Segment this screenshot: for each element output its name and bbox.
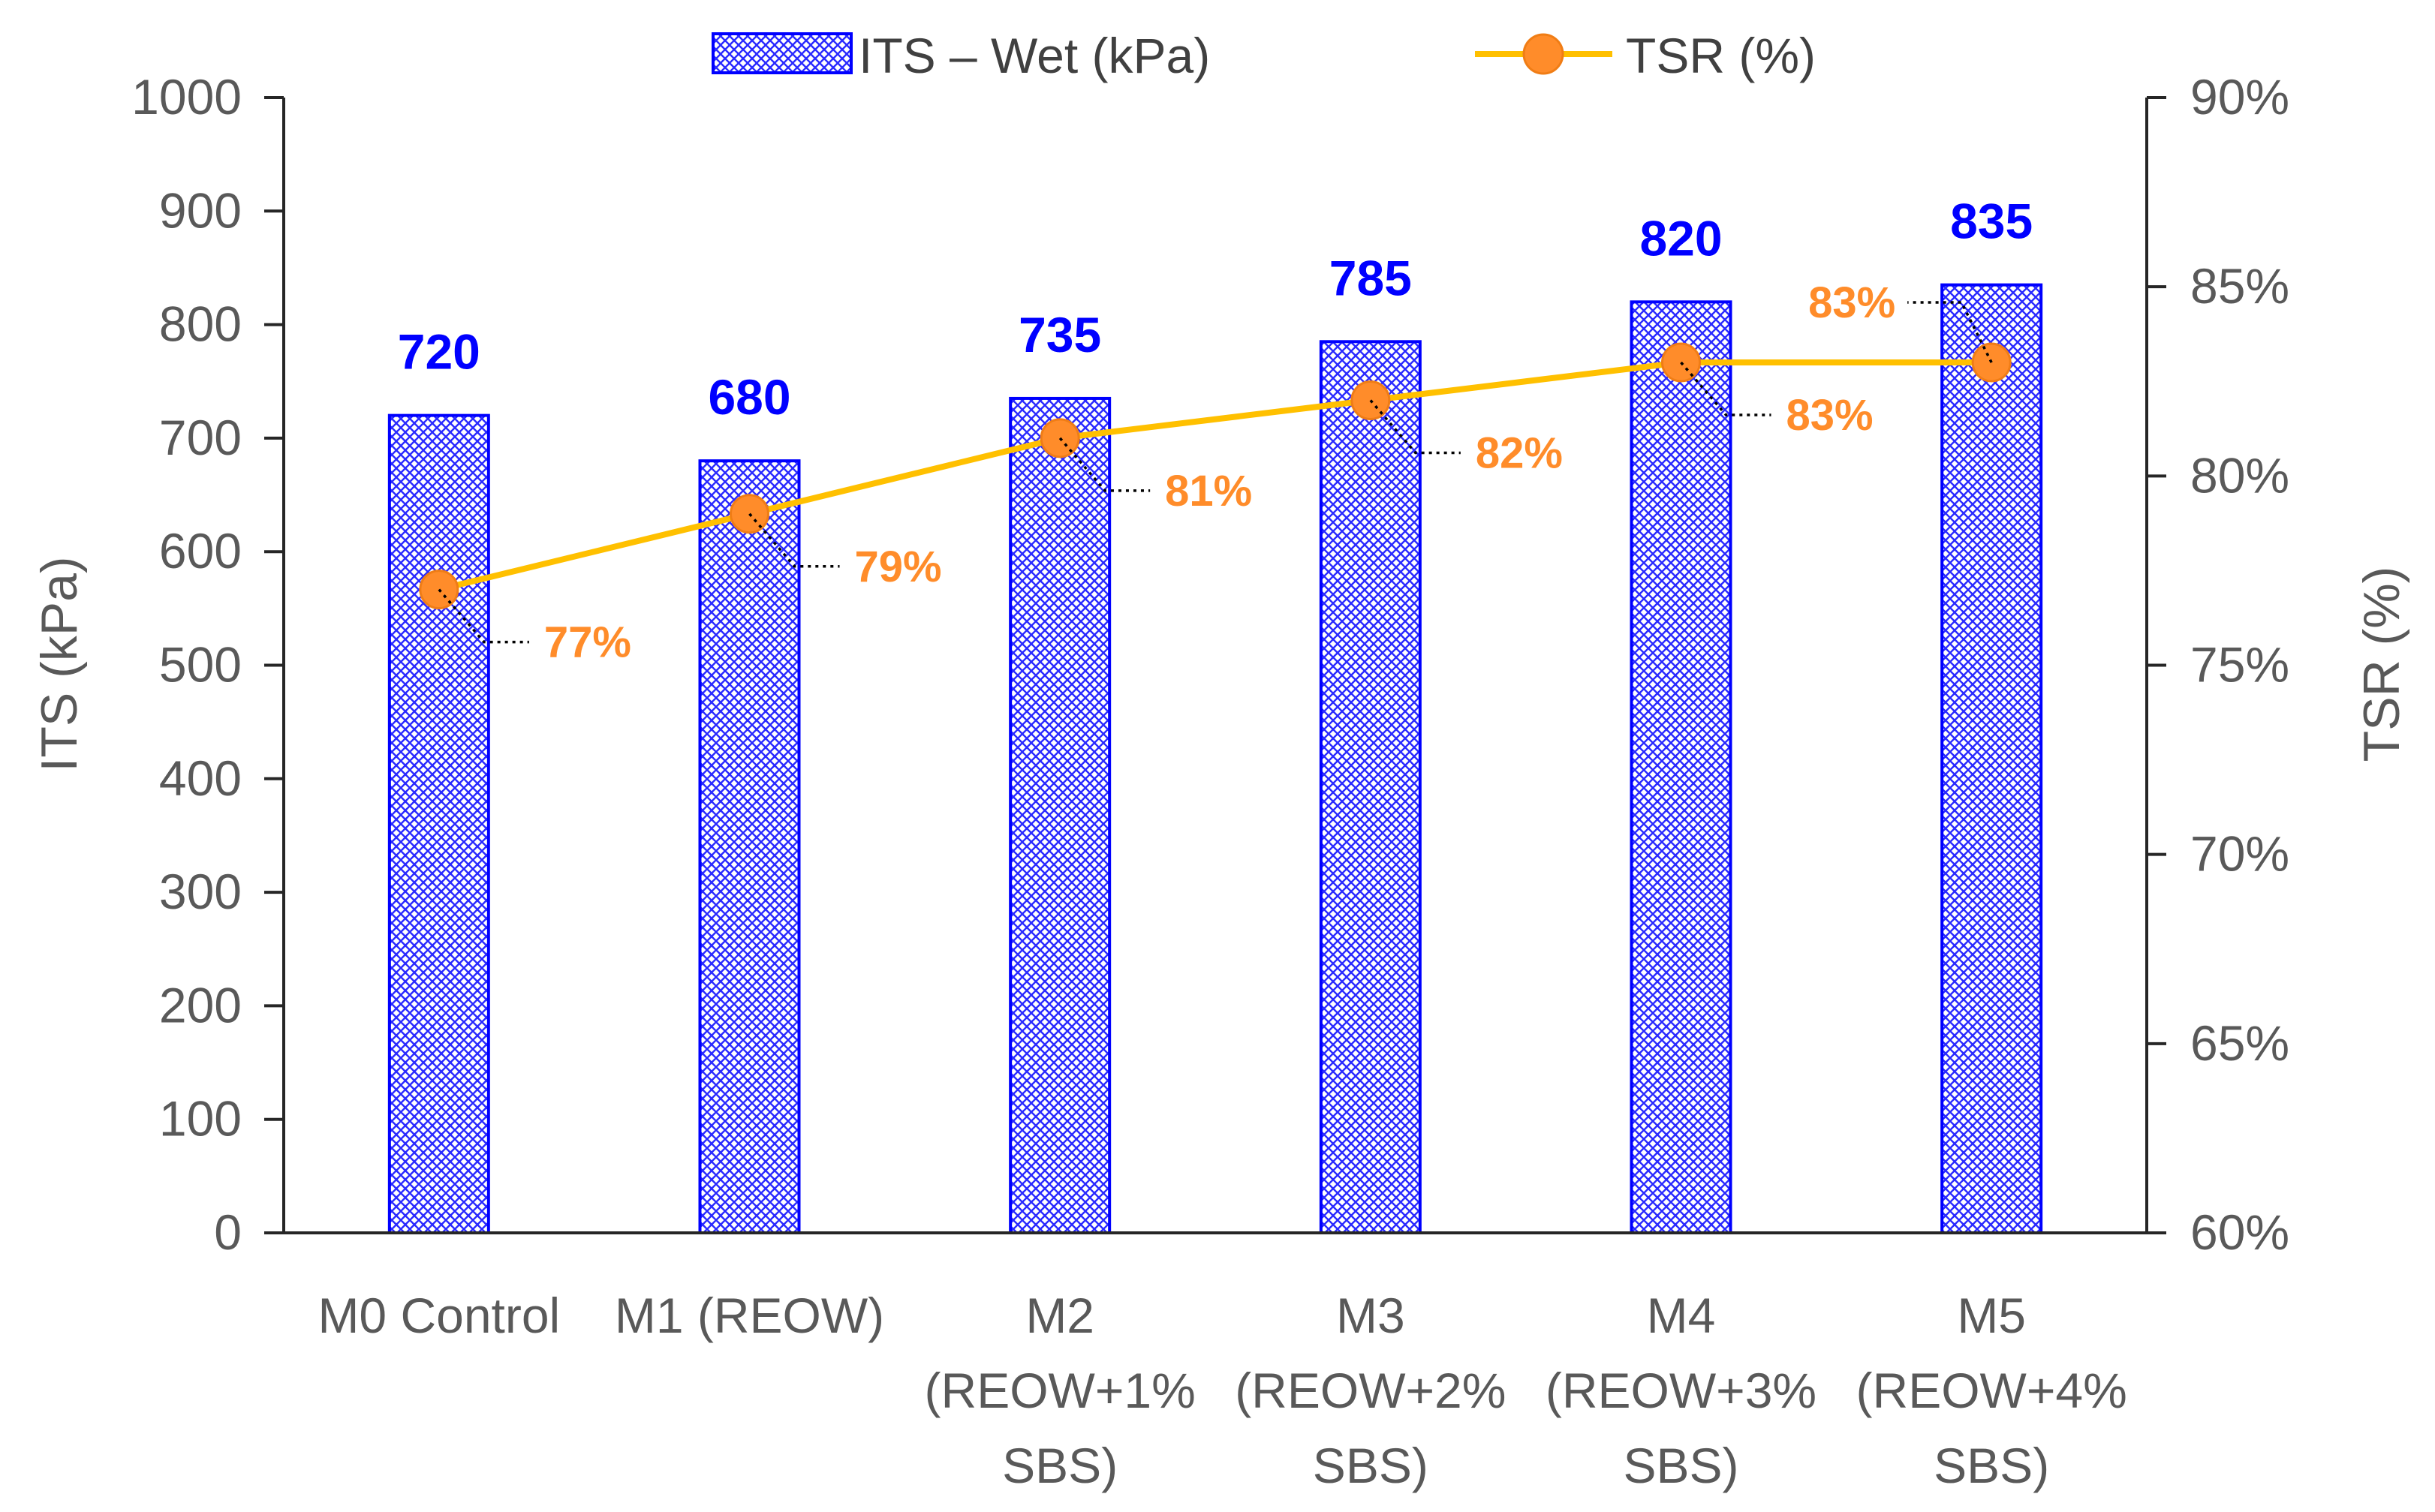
tsr-leader-line: [748, 513, 840, 568]
left-tick-label: 1000: [131, 69, 242, 125]
its-bar: [1940, 283, 2043, 1234]
tsr-leader-lines: [438, 301, 1993, 644]
legend-its-label: ITS – Wet (kPa): [859, 28, 1210, 83]
category-label-line: SBS): [1934, 1438, 2049, 1493]
left-tick-label: 600: [159, 523, 242, 579]
category-label-line: M2: [1025, 1288, 1094, 1343]
left-tick-label: 500: [159, 637, 242, 693]
tsr-line: [438, 359, 1992, 593]
category-label: M2 (REOW+1% SBS): [925, 1288, 1196, 1493]
category-label-line: SBS): [1313, 1438, 1428, 1493]
its-value-label: 680: [708, 369, 790, 425]
its-value-label: 735: [1019, 307, 1101, 362]
category-label-line: M5: [1957, 1288, 2026, 1343]
right-tick-label: 85%: [2190, 258, 2289, 314]
left-tick-label: 0: [214, 1204, 242, 1260]
its-value-label: 835: [1950, 194, 2033, 249]
left-tick-label: 800: [159, 296, 242, 352]
data-labels: 720 680 735 785 820 835 77% 79% 81% 82% 83% 83%: [398, 194, 2033, 667]
axes: [282, 98, 2148, 1234]
left-axis-title: ITS (kPa): [31, 556, 88, 771]
its-bar: [1009, 396, 1112, 1235]
category-label-line: SBS): [1623, 1438, 1738, 1493]
right-axis-ticks: 60% 65% 70% 75% 80% 85% 90%: [2147, 69, 2289, 1260]
category-label-line: (REOW+2%: [1235, 1363, 1506, 1418]
category-label-line: M0 Control: [318, 1288, 560, 1343]
tsr-leader-line: [438, 588, 529, 644]
right-tick-label: 60%: [2190, 1204, 2289, 1260]
category-label: M0 Control: [318, 1288, 560, 1343]
tsr-value-label: 82%: [1476, 428, 1563, 477]
category-label-line: M3: [1336, 1288, 1405, 1343]
category-label-line: (REOW+3%: [1546, 1363, 1816, 1418]
legend-its-swatch: [712, 32, 853, 74]
legend-tsr-marker: [1522, 33, 1564, 75]
category-label: M5 (REOW+4% SBS): [1856, 1288, 2127, 1493]
right-axis-title: TSR (%): [2353, 567, 2410, 762]
category-label: M4 (REOW+3% SBS): [1546, 1288, 1816, 1493]
right-tick-label: 75%: [2190, 637, 2289, 693]
its-bar: [1630, 300, 1732, 1235]
category-label: M3 (REOW+2% SBS): [1235, 1288, 1506, 1493]
category-label-line: (REOW+4%: [1856, 1363, 2127, 1418]
tsr-value-label: 83%: [1808, 278, 1895, 327]
its-bar: [1319, 340, 1422, 1234]
left-tick-label: 400: [159, 750, 242, 806]
its-value-label: 820: [1639, 210, 1722, 266]
tsr-value-label: 79%: [855, 543, 942, 591]
tsr-leader-line: [1058, 437, 1151, 492]
category-label-line: SBS): [1002, 1438, 1118, 1493]
left-tick-label: 300: [159, 864, 242, 919]
legend-tsr-label: TSR (%): [1626, 28, 1816, 83]
legend: ITS – Wet (kPa) TSR (%): [712, 28, 1816, 83]
right-tick-label: 90%: [2190, 69, 2289, 125]
right-tick-label: 70%: [2190, 826, 2289, 882]
left-tick-label: 100: [159, 1091, 242, 1147]
left-tick-label: 900: [159, 182, 242, 238]
its-bars: [387, 283, 2043, 1235]
category-labels: M0 Control M1 (REOW) M2 (REOW+1% SBS) M3 (REOW…: [318, 1288, 2126, 1493]
its-bar: [698, 459, 801, 1234]
its-value-label: 720: [398, 324, 480, 380]
category-label-line: M1 (REOW): [615, 1288, 884, 1343]
category-label: M1 (REOW): [615, 1288, 884, 1343]
tsr-value-label: 83%: [1786, 391, 1874, 440]
tsr-value-label: 81%: [1165, 467, 1252, 516]
tsr-leader-line: [1680, 361, 1771, 416]
left-tick-label: 200: [159, 977, 242, 1033]
left-axis-ticks: 0 100 200 300 400 500 600 700 800 900 1000: [131, 69, 284, 1260]
left-tick-label: 700: [159, 410, 242, 465]
tsr-value-label: 77%: [544, 618, 631, 667]
its-value-label: 785: [1329, 250, 1412, 305]
tsr-leader-line: [1369, 399, 1461, 455]
its-bar: [387, 413, 490, 1234]
right-tick-label: 65%: [2190, 1015, 2289, 1071]
category-label-line: M4: [1647, 1288, 1716, 1343]
category-label-line: (REOW+1%: [925, 1363, 1196, 1418]
right-tick-label: 80%: [2190, 447, 2289, 503]
